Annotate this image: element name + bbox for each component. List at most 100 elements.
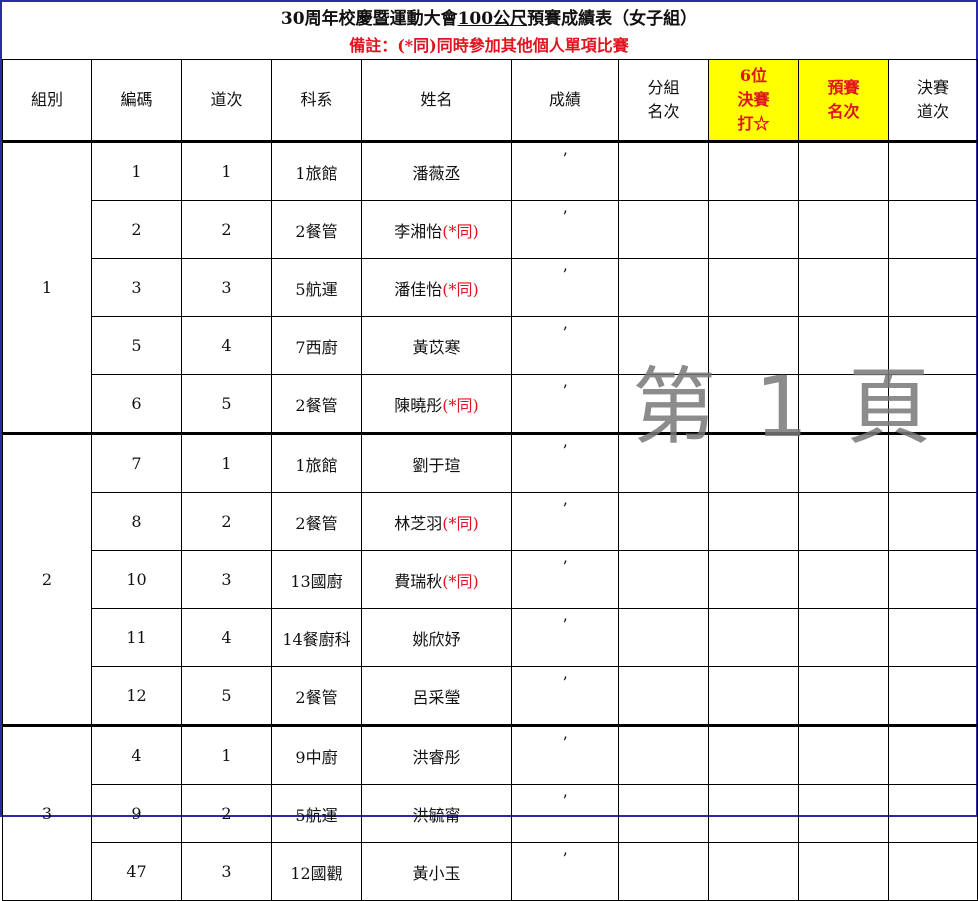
- final-star-cell[interactable]: [708, 784, 799, 843]
- name-cell: 黃小玉: [361, 842, 512, 901]
- final-star-cell[interactable]: [708, 608, 799, 667]
- same-event-mark: (*同): [442, 221, 479, 241]
- lane-cell: 4: [181, 608, 272, 667]
- final-star-cell[interactable]: [708, 492, 799, 551]
- prelim-rank-cell[interactable]: [798, 666, 889, 726]
- dept-cell: 5航運: [271, 784, 362, 843]
- final-star-cell[interactable]: [708, 258, 799, 317]
- result-cell[interactable]: ’: [511, 724, 619, 785]
- prelim-rank-cell[interactable]: [798, 842, 889, 901]
- prelim-rank-cell[interactable]: [798, 608, 889, 667]
- group-rank-cell[interactable]: [618, 316, 709, 375]
- prelim-rank-cell[interactable]: [798, 784, 889, 843]
- group-rank-cell[interactable]: [618, 258, 709, 317]
- final-lane-cell[interactable]: [888, 608, 978, 667]
- result-cell[interactable]: ’: [511, 842, 619, 901]
- table-row: 2 2 2餐管 李湘怡(*同)’: [3, 200, 978, 259]
- result-cell[interactable]: ’: [511, 141, 619, 201]
- header-final-lane: 決賽 道次: [888, 59, 978, 143]
- dept-cell: 2餐管: [271, 200, 362, 259]
- header-prelim-rank: 預賽 名次: [798, 59, 889, 143]
- result-cell[interactable]: ’: [511, 784, 619, 843]
- final-lane-cell[interactable]: [888, 200, 978, 259]
- result-cell[interactable]: ’: [511, 550, 619, 609]
- code-cell: 5: [91, 316, 182, 375]
- final-lane-cell[interactable]: [888, 141, 978, 201]
- prelim-rank-cell[interactable]: [798, 258, 889, 317]
- final-star-cell[interactable]: [708, 842, 799, 901]
- final-star-cell[interactable]: [708, 141, 799, 201]
- result-cell[interactable]: ’: [511, 608, 619, 667]
- group-rank-cell[interactable]: [618, 550, 709, 609]
- final-lane-cell[interactable]: [888, 550, 978, 609]
- table-row: 5 4 7西廚 黃苡寒 ’: [3, 316, 978, 375]
- lane-cell: 1: [181, 141, 272, 201]
- final-lane-cell[interactable]: [888, 724, 978, 785]
- athlete-name: 潘佳怡: [394, 279, 443, 299]
- group-rank-cell[interactable]: [618, 608, 709, 667]
- dept-cell: 5航運: [271, 258, 362, 317]
- prelim-rank-cell[interactable]: [798, 550, 889, 609]
- group-rank-cell[interactable]: [618, 141, 709, 201]
- table-row: 6 5 2餐管 陳曉彤(*同)’: [3, 374, 978, 434]
- code-cell: 7: [91, 432, 182, 493]
- same-event-mark: (*同): [442, 395, 479, 415]
- result-cell[interactable]: ’: [511, 492, 619, 551]
- result-cell[interactable]: ’: [511, 666, 619, 726]
- prelim-rank-cell[interactable]: [798, 374, 889, 434]
- final-star-cell[interactable]: [708, 724, 799, 785]
- prelim-rank-cell[interactable]: [798, 724, 889, 785]
- code-cell: 9: [91, 784, 182, 843]
- final-lane-cell[interactable]: [888, 258, 978, 317]
- athlete-name: 劉于瑄: [412, 455, 461, 475]
- prelim-rank-cell[interactable]: [798, 316, 889, 375]
- lane-cell: 2: [181, 492, 272, 551]
- final-star-cell[interactable]: [708, 432, 799, 493]
- same-event-mark: (*同): [442, 571, 479, 591]
- final-star-cell[interactable]: [708, 374, 799, 434]
- final-lane-cell[interactable]: [888, 784, 978, 843]
- group-rank-cell[interactable]: [618, 724, 709, 785]
- table-row: 1 1 1 1旅館 潘薇丞’: [2, 141, 978, 434]
- name-cell: 姚欣妤: [361, 608, 512, 667]
- dept-cell: 1旅館: [271, 432, 362, 493]
- result-cell[interactable]: ’: [511, 374, 619, 434]
- table-row: 8 2 2餐管 林芝羽(*同)’: [3, 492, 978, 551]
- name-cell: 黃苡寒: [361, 316, 512, 375]
- group-rank-cell[interactable]: [618, 784, 709, 843]
- code-cell: 12: [91, 666, 182, 726]
- remark-note: 備註：(*同)同時參加其他個人單項比賽: [349, 36, 629, 55]
- prelim-rank-cell[interactable]: [798, 141, 889, 201]
- lane-cell: 5: [181, 666, 272, 726]
- result-cell[interactable]: ’: [511, 316, 619, 375]
- group-rank-cell[interactable]: [618, 374, 709, 434]
- final-star-cell[interactable]: [708, 200, 799, 259]
- code-cell: 10: [91, 550, 182, 609]
- result-cell[interactable]: ’: [511, 432, 619, 493]
- final-star-cell[interactable]: [708, 666, 799, 726]
- group-rank-cell[interactable]: [618, 200, 709, 259]
- final-lane-cell[interactable]: [888, 316, 978, 375]
- final-lane-cell[interactable]: [888, 666, 978, 726]
- final-lane-cell[interactable]: [888, 492, 978, 551]
- prelim-rank-cell[interactable]: [798, 492, 889, 551]
- final-lane-cell[interactable]: [888, 842, 978, 901]
- result-cell[interactable]: ’: [511, 258, 619, 317]
- header-final-star: 6位 決賽 打☆: [708, 59, 799, 143]
- group-rank-cell[interactable]: [618, 666, 709, 726]
- final-star-cell[interactable]: [708, 316, 799, 375]
- prelim-rank-cell[interactable]: [798, 200, 889, 259]
- group-rank-cell[interactable]: [618, 492, 709, 551]
- final-lane-cell[interactable]: [888, 432, 978, 493]
- final-star-cell[interactable]: [708, 550, 799, 609]
- lane-cell: 2: [181, 200, 272, 259]
- dept-cell: 2餐管: [271, 492, 362, 551]
- header-row: 組別 編碼 道次 科系 姓名 成績 分組 名次 6位 決賽 打☆ 預賽 名次 決賽 道次: [2, 59, 978, 143]
- prelim-rank-cell[interactable]: [798, 432, 889, 493]
- code-cell: 6: [91, 374, 182, 434]
- group-rank-cell[interactable]: [618, 432, 709, 493]
- result-cell[interactable]: ’: [511, 200, 619, 259]
- group-rank-cell[interactable]: [618, 842, 709, 901]
- final-lane-cell[interactable]: [888, 374, 978, 434]
- name-cell: 潘薇丞: [361, 141, 512, 201]
